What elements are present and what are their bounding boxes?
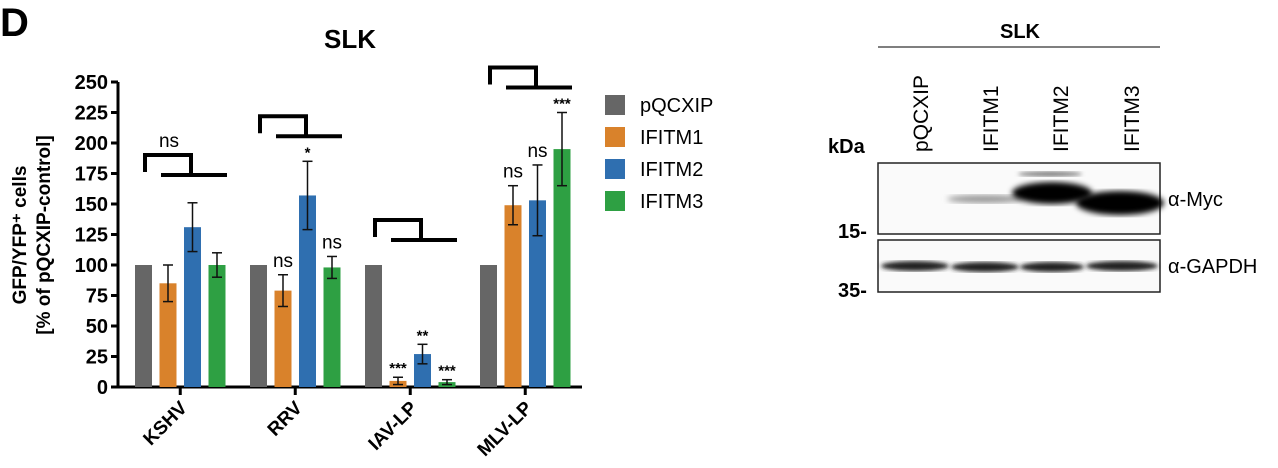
y-axis-label-line1: GFP/YFP⁺ cells <box>10 166 31 305</box>
x-tick-label: RRV <box>264 397 307 440</box>
marker-15: 15- <box>838 221 867 243</box>
band <box>951 262 1019 272</box>
legend-label: IFITM3 <box>640 191 703 213</box>
significance-label: ns <box>273 251 293 272</box>
bar <box>274 290 292 387</box>
significance-label: *** <box>553 96 571 113</box>
bar <box>208 265 226 387</box>
lane-label: IFITM1 <box>980 86 1003 153</box>
band-ifitm2-upper <box>1018 171 1082 177</box>
significance-label: *** <box>438 363 456 380</box>
legend-label: IFITM2 <box>640 159 703 181</box>
lane-label: pQCXIP <box>910 75 933 152</box>
y-tick-label: 25 <box>86 347 108 369</box>
row-label-myc: α-Myc <box>1168 189 1223 211</box>
bar <box>299 195 316 387</box>
significance-label: ns <box>527 141 547 162</box>
significance-label: * <box>305 144 311 161</box>
band <box>1086 261 1158 271</box>
band <box>1020 262 1084 272</box>
bracket-symbol <box>258 114 308 137</box>
bar <box>250 265 267 387</box>
lane-label: IFITM3 <box>1121 86 1144 153</box>
marker-35: 35- <box>838 280 867 302</box>
x-tick-label: MLV-LP <box>474 397 537 460</box>
bracket-symbol <box>143 153 193 175</box>
bar <box>135 265 152 387</box>
y-tick-label: 75 <box>86 286 108 308</box>
bar <box>184 227 201 387</box>
legend-label: IFITM1 <box>640 127 703 149</box>
y-tick-label: 50 <box>86 316 108 338</box>
lane-label: IFITM2 <box>1050 86 1073 153</box>
y-tick-label: 175 <box>75 164 108 186</box>
x-tick-label: KSHV <box>140 397 192 449</box>
significance-label: ** <box>417 327 429 344</box>
y-tick-label: 200 <box>75 133 108 155</box>
bar <box>553 149 571 387</box>
gapdh-bands <box>881 261 1158 272</box>
band-ifitm1 <box>947 195 1023 203</box>
y-tick-label: 150 <box>75 194 108 216</box>
chart-title: SLK <box>324 24 376 54</box>
bar <box>159 283 177 387</box>
band-ifitm2 <box>1012 182 1092 204</box>
y-tick-label: 100 <box>75 255 108 277</box>
group-significance-label: ns <box>159 131 179 152</box>
bar <box>365 265 382 387</box>
legend-swatch <box>605 95 625 115</box>
y-tick-label: 250 <box>75 72 108 94</box>
legend-swatch <box>605 191 625 211</box>
y-tick-label: 225 <box>75 103 108 125</box>
legend-swatch <box>605 159 625 179</box>
bar <box>414 354 431 387</box>
significance-label: *** <box>389 360 407 377</box>
significance-label: ns <box>322 232 342 253</box>
myc-bands <box>947 171 1164 215</box>
bar <box>529 200 546 387</box>
y-tick-label: 125 <box>75 225 108 247</box>
band-ifitm3 <box>1076 191 1164 215</box>
bar <box>504 205 522 387</box>
bracket-symbol <box>373 218 423 240</box>
significance-label: ns <box>503 162 523 183</box>
kda-label: kDa <box>828 136 866 158</box>
blot-title: SLK <box>1000 21 1041 43</box>
x-tick-label: IAV-LP <box>365 397 422 454</box>
legend-label: pQCXIP <box>640 95 713 117</box>
bracket-symbol <box>488 65 538 88</box>
bar <box>480 265 497 387</box>
panel-label: D <box>0 1 29 45</box>
band <box>881 261 949 271</box>
row-label-gapdh: α-GAPDH <box>1168 256 1257 278</box>
y-axis-label-line2: [% of pQCXIP-control] <box>34 135 55 334</box>
legend-swatch <box>605 127 625 147</box>
y-tick-label: 0 <box>97 377 108 399</box>
bar <box>323 267 341 387</box>
